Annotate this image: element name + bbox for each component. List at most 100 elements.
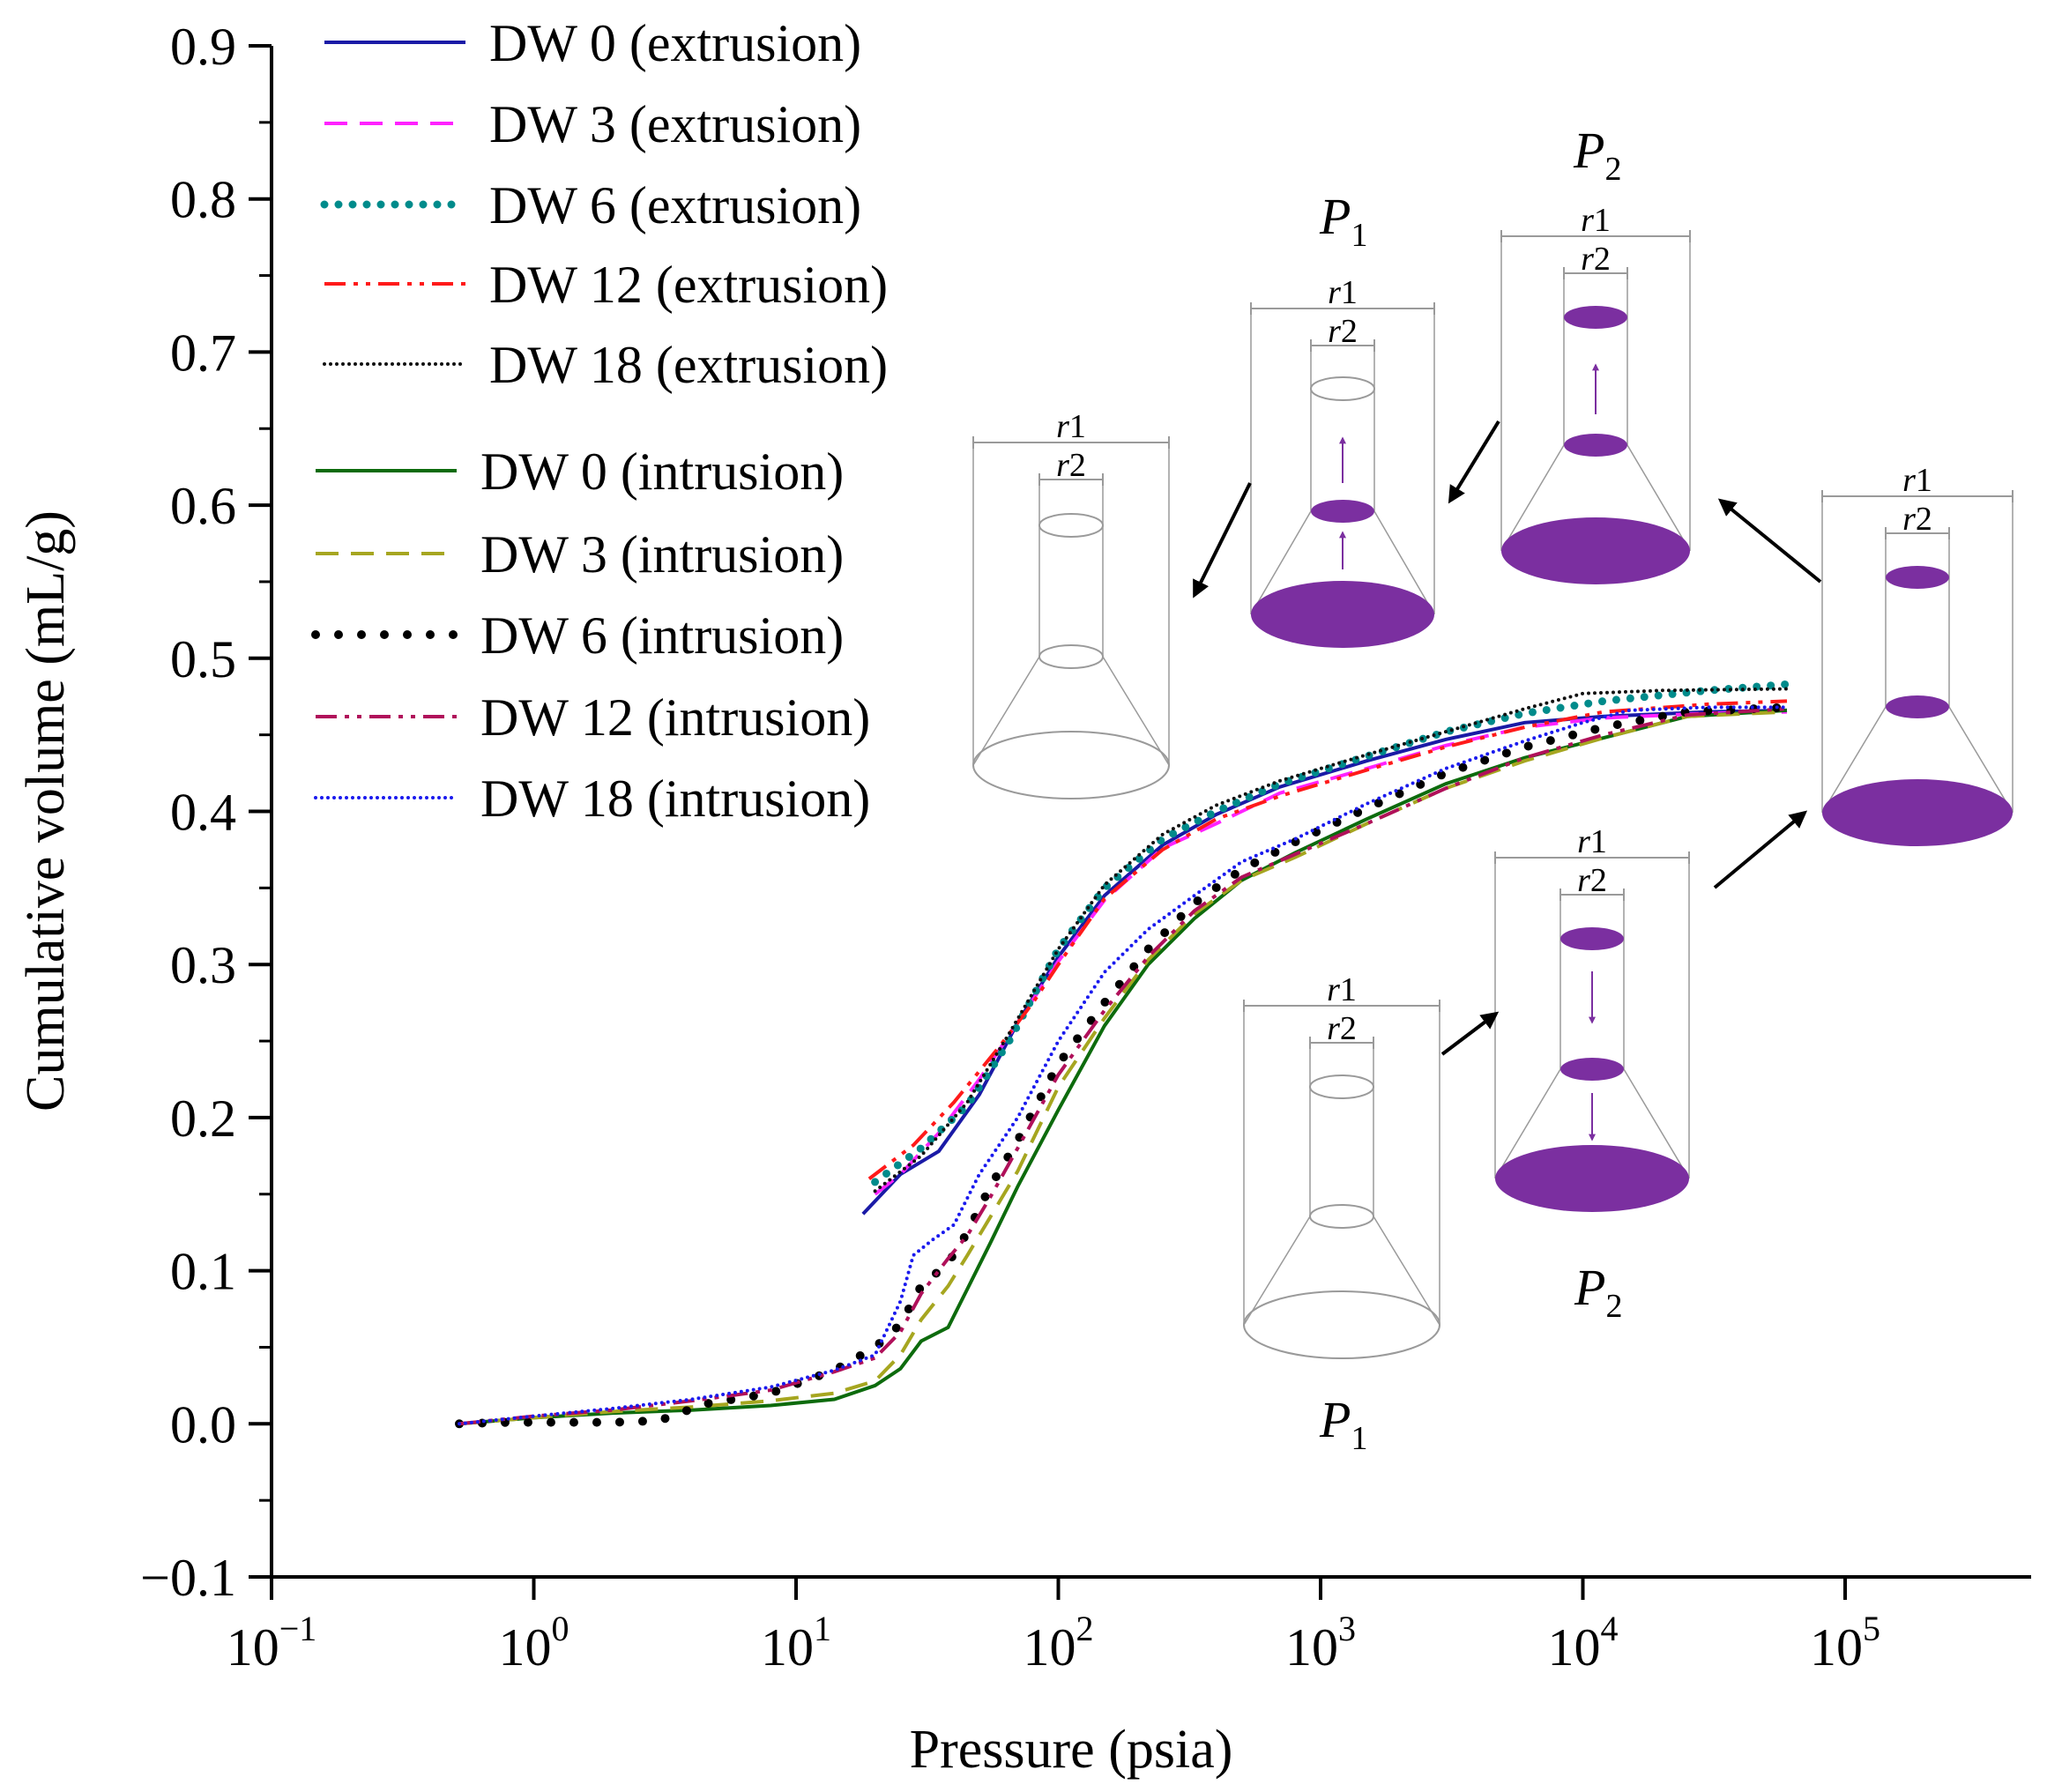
series-line-1 [861,708,1788,1216]
cone-wall [1821,706,1887,814]
base-meniscus [972,731,1170,799]
neck-base-meniscus [1309,1204,1374,1229]
neck-meniscus [1886,566,1949,589]
neck-meniscus [1310,376,1375,401]
r2-label: r2 [1328,313,1358,350]
process-arrow [1193,482,1252,599]
legend-label-2: DW 3 (extrusion) [489,95,861,153]
neck-meniscus [1038,513,1104,538]
r1-label: r1 [1328,274,1358,311]
process-arrow [1440,1011,1500,1056]
cone-wall [1373,510,1435,615]
legend: DW 0 (extrusion) DW 3 (extrusion) DW 6 (ex… [311,14,888,828]
r1-label: r1 [1577,823,1607,860]
p1-label-bottom: P1 [1319,1391,1367,1457]
x-tick-label: 100 [499,1609,569,1677]
y-tick-label: 0.4 [170,784,236,842]
y-tick-label: 0.6 [170,477,236,535]
y-tick-label: 0.7 [170,323,236,382]
legend-label-7: DW 3 (intrusion) [480,525,844,584]
r1-label: r1 [1056,408,1086,445]
r1-label: r1 [1581,202,1611,239]
r1-label: r1 [1327,971,1357,1008]
process-arrow [1717,498,1822,584]
base-meniscus [1495,1145,1689,1212]
series-layer [455,680,1791,1429]
process-arrow [1448,420,1500,504]
r2-label: r2 [1056,447,1086,484]
y-tick-label: 0.5 [170,630,236,688]
cone-wall [1623,1068,1690,1179]
neck-meniscus [1309,1074,1374,1099]
series-line-10 [458,705,1789,1426]
y-axis-title: Cumulative volume (mL/g) [16,510,76,1112]
x-axis-title: Pressure (psia) [910,1720,1233,1780]
legend-label-5: DW 18 (extrusion) [489,336,888,394]
y-tick-label: 0.2 [170,1089,236,1148]
neck-base-meniscus [1564,434,1627,457]
x-tick-label: 104 [1548,1609,1619,1677]
cone-wall [1500,444,1565,552]
legend-label-4: DW 12 (extrusion) [489,256,888,314]
cone-wall [1494,1068,1561,1179]
process-arrow [1713,810,1808,889]
neck-base-meniscus [1038,644,1104,669]
r2-label: r2 [1581,241,1611,278]
cone-wall [1102,656,1170,766]
base-meniscus [1243,1290,1440,1359]
y-ticks: −0.1 0.0 0.1 0.2 0.3 0.4 0.5 0.6 0.7 0.8 0.9 [140,18,272,1607]
series-line-6 [458,708,1788,1426]
x-tick-label: 102 [1024,1609,1094,1677]
base-meniscus [1251,581,1434,648]
x-tick-label: 101 [761,1609,831,1677]
y-tick-label: 0.0 [170,1395,236,1454]
legend-label-1: DW 0 (extrusion) [489,14,861,72]
series-line-8 [455,703,1791,1429]
p2-label-top: P2 [1573,122,1621,188]
x-tick-label: 105 [1810,1609,1880,1677]
neck-base-meniscus [1311,500,1374,523]
legend-label-10: DW 18 (intrusion) [480,770,870,828]
series-line-9 [458,707,1788,1426]
y-tick-label: 0.9 [170,18,236,76]
neck-base-meniscus [1560,1058,1624,1081]
cone-wall [1243,1216,1311,1326]
r2-label: r2 [1577,862,1607,899]
y-tick-label: 0.1 [170,1243,236,1301]
cone-wall [1250,510,1312,615]
base-meniscus [1501,517,1690,584]
legend-label-3: DW 6 (extrusion) [489,176,861,234]
x-tick-label: 10−1 [227,1609,317,1677]
p1-label-top: P1 [1319,188,1367,254]
base-meniscus [1822,779,2013,846]
y-tick-label: −0.1 [140,1549,236,1607]
axes: −0.10.00.10.20.30.40.50.60.70.80.9 10−1 1… [16,18,2031,1780]
x-tick-label: 103 [1285,1609,1356,1677]
legend-label-6: DW 0 (intrusion) [480,442,844,501]
legend-label-8: DW 6 (intrusion) [480,606,844,665]
x-ticks: 10−1 100 101 102 103 104 105 [227,1577,1880,1677]
neck-base-meniscus [1886,695,1949,718]
cone-wall [1373,1216,1440,1326]
r2-label: r2 [1327,1010,1357,1047]
r1-label: r1 [1902,462,1932,499]
y-tick-label: 0.3 [170,936,236,994]
series-line-5 [873,687,1789,1193]
legend-label-9: DW 12 (intrusion) [480,688,870,747]
series-line-2 [874,710,1788,1196]
p2-label-bottom: P2 [1574,1259,1622,1325]
y-tick-label: 0.8 [170,171,236,229]
series-line-4 [867,699,1788,1180]
cone-wall [1626,444,1691,552]
plot-area [455,680,1791,1429]
r2-label: r2 [1902,501,1932,538]
series-line-3 [871,680,1791,1186]
